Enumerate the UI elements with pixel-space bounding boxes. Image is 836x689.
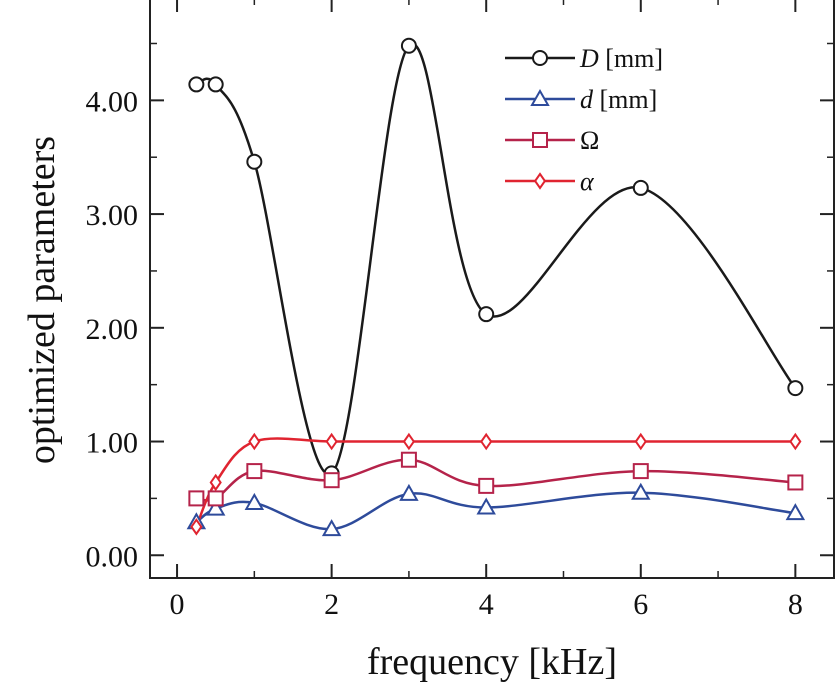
legend-symbol: D [579,44,599,73]
ticks: 0 2 4 6 8 0.00 1.00 2.00 3.00 4.00 [86,0,834,621]
data-point-diamond [402,432,416,451]
data-point-triangle [399,483,419,501]
legend-symbol: Ω [580,126,599,155]
legend-marker-triangle [530,88,550,106]
legend-unit: [mm] [599,44,663,73]
data-point-square [246,463,263,480]
data-point-diamond [480,432,493,451]
series-lines [195,42,797,531]
legend-label: Ω [580,126,599,155]
data-point-square [632,463,649,480]
data-point-triangle [631,482,651,500]
legend-unit: [mm] [593,85,657,114]
x-tick-label: 4 [479,588,494,621]
x-tick-label: 2 [324,588,339,621]
data-point-triangle [785,503,806,521]
data-point-square [787,474,804,491]
legend: D [mm]d [mm]Ωα [505,44,663,196]
data-point-circle [400,37,417,54]
y-axis-label: optimized parameters [21,136,63,464]
data-point-circle [246,153,263,170]
y-tick-label: 0.00 [86,540,139,573]
data-point-square [323,472,340,489]
data-point-diamond [209,473,222,492]
data-point-circle [632,179,649,196]
data-point-triangle [321,519,342,537]
y-tick-label: 1.00 [86,427,139,460]
plot-frame [149,0,835,579]
data-point-circle [207,76,224,93]
y-tick-label: 3.00 [86,199,139,232]
legend-marker-square [532,132,548,148]
x-axis-label: frequency [kHz] [367,641,617,683]
x-tick-label: 8 [788,588,803,621]
series-line-3 [195,437,796,528]
legend-label: α [580,167,595,196]
legend-marker-circle [532,50,548,66]
data-point-diamond [789,432,802,451]
data-point-square [478,477,495,494]
data-point-triangle [244,492,265,510]
data-point-square [400,451,417,468]
legend-symbol: α [580,167,595,196]
y-tick-label: 2.00 [86,313,139,346]
data-point-circle [478,306,495,323]
data-point-diamond [325,432,338,451]
series-line-0 [195,42,797,476]
data-point-triangle [476,497,496,515]
legend-label: d [mm] [580,85,657,114]
data-point-circle [188,76,205,93]
x-tick-label: 6 [633,588,648,621]
data-point-square [188,490,205,507]
series-markers [186,37,806,537]
x-tick-label: 0 [170,588,185,621]
data-point-diamond [190,518,203,536]
data-point-diamond [634,432,647,451]
legend-marker-diamond [533,172,547,190]
data-point-diamond [248,432,261,451]
legend-symbol: d [580,85,594,114]
series-line-2 [196,458,796,502]
y-tick-label: 4.00 [86,85,139,118]
legend-label: D [mm] [579,44,663,73]
data-point-circle [787,380,804,397]
data-point-square [207,490,224,507]
data-point-triangle [205,498,226,516]
series-line-1 [195,491,796,531]
